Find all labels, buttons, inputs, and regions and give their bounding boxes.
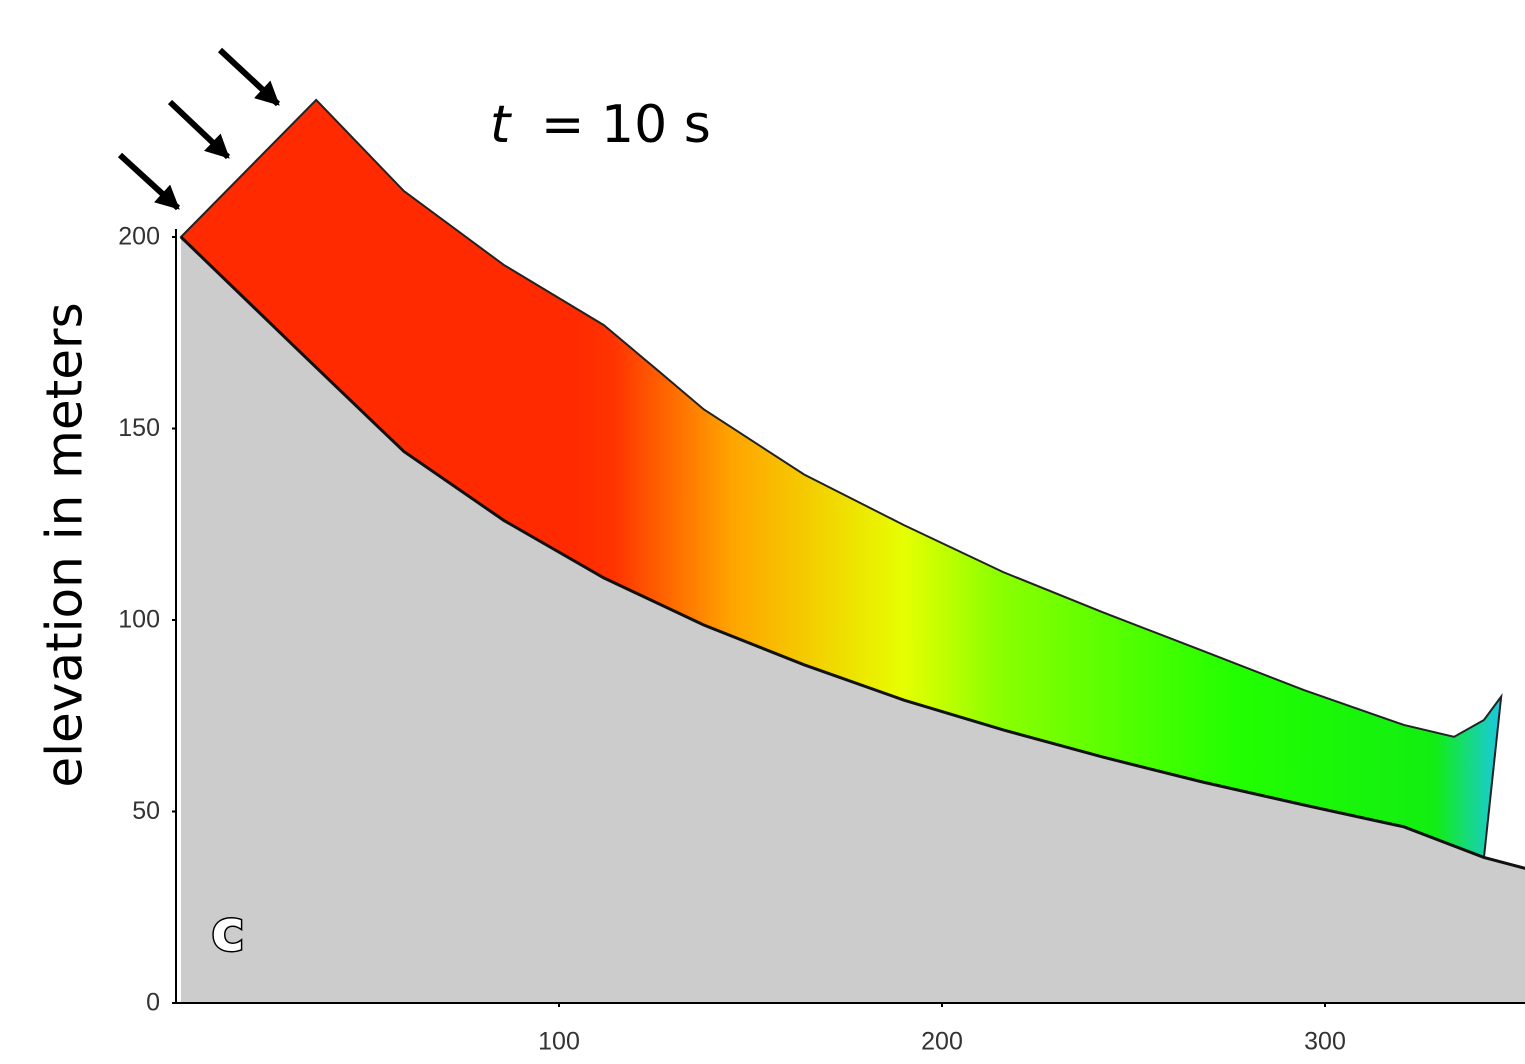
ground-area	[180, 237, 1525, 1003]
title-variable: t	[490, 95, 512, 155]
x-tick-label: 300	[1304, 1028, 1346, 1056]
arrow	[167, 99, 231, 160]
arrow	[117, 152, 181, 211]
title: t = 10 s	[490, 95, 711, 155]
y-tick-label: 150	[118, 414, 160, 442]
panel-label: c	[211, 899, 244, 964]
ground-line	[179, 235, 1525, 870]
x-tick-label: 200	[921, 1028, 963, 1056]
y-tick-label: 0	[146, 989, 160, 1017]
x-tick-label: 100	[538, 1028, 580, 1056]
y-tick-label: 200	[118, 223, 160, 251]
title-rest: = 10 s	[541, 95, 711, 155]
y-tick-label: 100	[118, 606, 160, 634]
y-axis-label: elevation in meters	[36, 302, 94, 787]
arrows	[117, 47, 281, 211]
arrow	[217, 47, 281, 107]
y-tick-label: 50	[132, 797, 160, 825]
